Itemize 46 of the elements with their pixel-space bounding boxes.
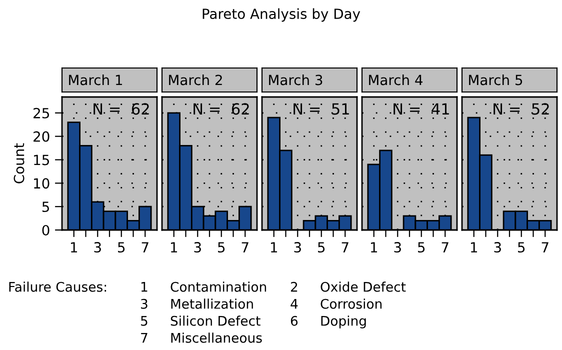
x-tick-label: 3	[194, 242, 201, 253]
chart-title: March 3	[269, 74, 322, 86]
chart-title: March 4	[369, 74, 423, 86]
annotation: N = 52	[494, 103, 549, 115]
text: 3 Metallization	[141, 298, 253, 309]
x-tick-label: 3	[494, 242, 501, 253]
x-tick-label: 7	[242, 242, 248, 252]
x-tick-label: 1	[470, 242, 478, 252]
y-tick-label: 15	[34, 154, 49, 166]
x-tick-label: 5	[318, 242, 325, 253]
y-axis-title: Count	[14, 143, 24, 184]
text: Pareto Analysis by Day	[202, 8, 360, 22]
x-tick-label: 1	[170, 242, 178, 252]
text: 5 Silicon Defect	[141, 316, 260, 326]
annotation: N = 62	[194, 103, 249, 115]
x-tick-label: 5	[418, 242, 425, 253]
y-tick-label: 5	[42, 202, 49, 212]
annotation: N = 51	[294, 103, 349, 115]
y-tick-label: 20	[34, 131, 50, 142]
text: 4 Corrosion	[290, 298, 382, 309]
x-tick-label: 7	[342, 242, 348, 252]
text: 7 Miscellaneous	[141, 332, 262, 343]
x-tick-label: 7	[442, 242, 448, 252]
text: 2 Oxide Defect	[290, 282, 406, 292]
x-tick-label: 1	[270, 242, 278, 252]
annotation: N = 41	[394, 103, 449, 115]
x-tick-label: 3	[394, 242, 401, 253]
annotation: N = 62	[94, 103, 149, 115]
x-tick-label: 5	[218, 242, 225, 253]
text: Failure Causes:	[9, 282, 106, 292]
x-tick-label: 7	[142, 242, 148, 252]
x-tick-label: 3	[94, 242, 101, 253]
chart-title: March 1	[69, 74, 122, 86]
x-tick-label: 1	[370, 242, 378, 252]
chart-title: March 5	[469, 74, 522, 86]
x-tick-label: 5	[118, 242, 125, 253]
x-tick-label: 3	[294, 242, 301, 253]
chart-title: March 2	[169, 74, 222, 86]
y-tick-label: 25	[34, 108, 49, 118]
text: 1 Contamination	[141, 282, 266, 292]
y-tick-label: 10	[34, 178, 50, 189]
x-tick-label: 1	[70, 242, 78, 252]
x-tick-label: 7	[542, 242, 548, 252]
text: 6 Doping	[290, 316, 366, 328]
x-tick-label: 5	[518, 242, 525, 253]
y-tick-label: 0	[42, 224, 50, 236]
